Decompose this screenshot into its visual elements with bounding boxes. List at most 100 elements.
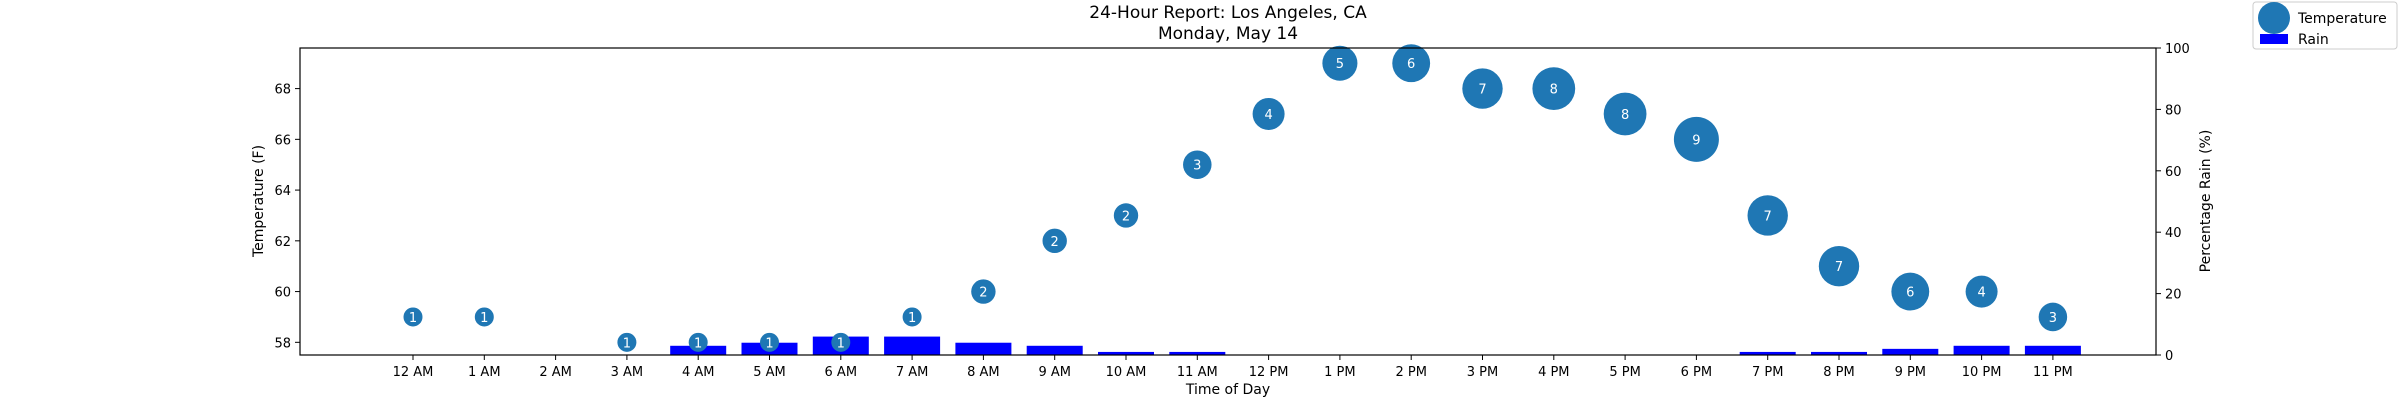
bubble-label: 7	[1478, 83, 1486, 98]
x-tick-label: 11 PM	[2033, 365, 2073, 380]
x-tick-label: 9 AM	[1038, 365, 1071, 380]
rain-bar	[1811, 351, 1867, 355]
y-axis-left-label: Temperature (F)	[251, 145, 267, 258]
y-right-tick-label: 0	[2165, 349, 2173, 364]
bubble-label: 2	[1051, 235, 1059, 250]
x-tick-label: 12 PM	[1249, 365, 1289, 380]
x-tick-label: 3 AM	[611, 365, 644, 380]
bubble-label: 1	[837, 336, 845, 351]
rain-bars	[670, 336, 2081, 355]
temperature-bubble	[1392, 44, 1431, 83]
y-right-tick-label: 40	[2165, 226, 2182, 241]
y-left-tick-label: 64	[274, 184, 291, 199]
temperature-bubble	[1603, 92, 1647, 136]
bubble-label: 8	[1550, 83, 1558, 98]
bubble-label: 1	[409, 311, 417, 326]
y-left-tick-label: 68	[274, 83, 291, 98]
chart-subtitle: Monday, May 14	[1158, 24, 1298, 44]
x-tick-label: 10 PM	[1962, 365, 2002, 380]
x-tick-label: 5 PM	[1609, 365, 1640, 380]
x-tick-label: 7 AM	[896, 365, 929, 380]
y-axis-left: 58 60 62 64 66 68	[274, 83, 300, 351]
x-tick-label: 12 AM	[393, 365, 434, 380]
x-tick-label: 6 AM	[825, 365, 858, 380]
y-right-tick-label: 20	[2165, 288, 2182, 303]
x-tick-label: 7 PM	[1752, 365, 1783, 380]
x-axis-label: Time of Day	[1185, 382, 1270, 398]
bubble-label: 2	[1122, 209, 1130, 224]
x-tick-label: 3 PM	[1467, 365, 1498, 380]
bubble-label: 1	[480, 311, 488, 326]
legend-rain-marker	[2260, 34, 2288, 44]
rain-bar	[884, 336, 941, 355]
bubble-label: 3	[2049, 311, 2057, 326]
rain-bar	[1026, 345, 1083, 355]
bubble-label: 6	[1407, 57, 1415, 72]
x-tick-label: 4 PM	[1538, 365, 1569, 380]
temperature-bubble	[1462, 68, 1503, 109]
legend-temperature-marker	[2258, 2, 2290, 34]
bubble-label: 4	[1977, 286, 1985, 301]
y-left-tick-label: 66	[274, 133, 291, 148]
x-tick-label: 8 AM	[967, 365, 1000, 380]
x-axis: 12 AM 1 AM 2 AM 3 AM 4 AM 5 AM 6 AM 7 AM 8 AM 9 A…	[393, 355, 2073, 380]
rain-bar	[2024, 345, 2081, 355]
temperature-bubble	[1673, 116, 1719, 162]
bubble-label: 6	[1906, 286, 1914, 301]
x-tick-label: 10 AM	[1106, 365, 1147, 380]
temperature-bubble	[1322, 45, 1358, 81]
legend: Temperature Rain	[2252, 1, 2398, 50]
temperature-bubble	[1183, 150, 1212, 179]
y-axis-right-label: Percentage Rain (%)	[2198, 130, 2214, 273]
bubble-label: 1	[765, 336, 773, 351]
x-tick-label: 5 AM	[753, 365, 786, 380]
bubble-label: 4	[1264, 108, 1272, 123]
bubble-label: 1	[623, 336, 631, 351]
x-tick-label: 1 PM	[1324, 365, 1355, 380]
x-tick-label: 2 PM	[1395, 365, 1426, 380]
rain-bar	[1169, 351, 1226, 355]
bubble-label: 7	[1835, 260, 1843, 275]
chart-title: 24-Hour Report: Los Angeles, CA	[1089, 3, 1367, 23]
bubble-label: 8	[1621, 108, 1629, 123]
x-tick-label: 2 AM	[539, 365, 572, 380]
rain-bar	[1739, 351, 1796, 355]
temperature-bubble	[831, 332, 851, 352]
y-left-tick-label: 58	[274, 336, 291, 351]
temperature-bubble	[902, 307, 922, 327]
temperature-bubble	[2038, 302, 2068, 332]
temperature-bubble	[474, 307, 494, 327]
temperature-bubble	[760, 332, 779, 352]
y-left-tick-label: 60	[274, 286, 291, 301]
plot-frame	[299, 47, 2157, 356]
temperature-bubble	[617, 332, 637, 352]
rain-bar	[955, 342, 1012, 355]
x-tick-label: 8 PM	[1823, 365, 1854, 380]
legend-temperature-label: Temperature	[2297, 11, 2387, 27]
temperature-bubble	[1965, 275, 1998, 308]
temperature-bubble	[971, 279, 996, 304]
x-tick-label: 6 PM	[1681, 365, 1712, 380]
bubble-label: 2	[979, 286, 987, 301]
x-tick-label: 1 AM	[468, 365, 501, 380]
bubble-label: 9	[1692, 133, 1700, 148]
rain-bar	[1882, 348, 1939, 355]
bubble-label: 3	[1193, 159, 1201, 174]
x-tick-label: 11 AM	[1177, 365, 1218, 380]
bubble-label: 1	[694, 336, 702, 351]
y-right-tick-label: 100	[2165, 42, 2190, 57]
x-tick-label: 4 AM	[682, 365, 715, 380]
temperature-bubble	[1252, 97, 1285, 130]
y-axis-right: 0 20 40 60 80 100	[2156, 42, 2190, 364]
y-left-tick-label: 62	[274, 235, 291, 250]
temperature-bubble	[1747, 195, 1788, 236]
y-right-tick-label: 60	[2165, 165, 2182, 180]
temperature-bubble	[688, 332, 708, 352]
bubble-label: 7	[1764, 209, 1772, 224]
temperature-bubble	[1532, 67, 1576, 110]
bubble-label: 5	[1336, 57, 1344, 72]
rain-bar	[1098, 351, 1154, 355]
y-right-tick-label: 80	[2165, 103, 2182, 118]
temperature-bubble	[1042, 228, 1067, 254]
